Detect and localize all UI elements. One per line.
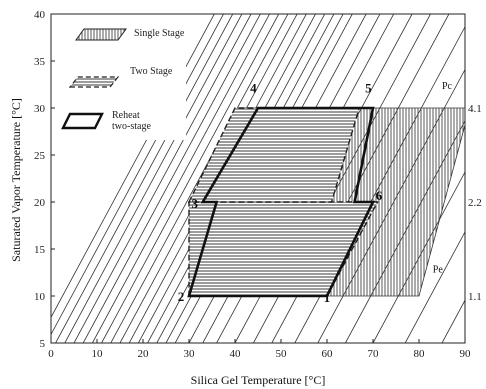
x-axis-ticks: 0 10 20 30 40 50 60 70 80 90	[48, 339, 471, 360]
x-tick-label: 30	[184, 348, 196, 360]
x-tick-label: 80	[414, 348, 426, 360]
right-axis-labels: 4.1 2.2 1.1	[468, 103, 482, 303]
y-tick-label: 10	[34, 291, 46, 303]
legend-label-two-stage: Two Stage	[130, 66, 173, 77]
y-tick-label: 20	[34, 197, 46, 209]
state-point-label: 3	[192, 196, 199, 211]
x-tick-label: 90	[460, 348, 472, 360]
isostere-line	[101, 14, 280, 343]
y-tick-label: 30	[34, 103, 46, 115]
isostere-line	[404, 231, 465, 343]
pressure-label: Pc	[442, 81, 453, 92]
right-axis-label: 4.1	[468, 103, 482, 115]
x-tick-label: 70	[368, 348, 380, 360]
state-point-labels: 2 1 3 6 4 5	[178, 81, 383, 305]
isostere-line	[82, 14, 261, 343]
plot-frame	[50, 13, 466, 344]
x-axis-title: Silica Gel Temperature [°C]	[191, 373, 326, 387]
state-point-label: 4	[250, 81, 257, 96]
y-tick-label: 5	[40, 338, 46, 350]
x-tick-label: 10	[92, 348, 104, 360]
right-axis-label: 2.2	[468, 197, 482, 209]
isostere-line	[55, 14, 234, 343]
y-tick-label: 40	[34, 9, 46, 21]
isostere-line	[73, 14, 252, 343]
state-point-label: 2	[178, 289, 185, 304]
legend-label-single-stage: Single Stage	[134, 28, 185, 39]
legend-label-reheat-line1: Reheat	[112, 110, 140, 121]
x-tick-label: 60	[322, 348, 334, 360]
legend-swatch-two-stage	[68, 76, 120, 88]
legend: Single Stage Two Stage Reheat two-stage	[60, 18, 186, 140]
isostere-line	[64, 14, 243, 343]
legend-swatch-reheat	[61, 112, 104, 130]
y-tick-label: 25	[34, 150, 46, 162]
plot-area	[51, 14, 465, 343]
y-axis-title: Saturated Vapor Temperature [°C]	[9, 98, 23, 262]
state-point-label: 5	[365, 81, 372, 96]
pressure-labels: Pc Pe	[433, 81, 453, 275]
state-point-label: 1	[324, 290, 331, 305]
x-tick-label: 40	[230, 348, 242, 360]
legend-swatch-single-stage	[75, 28, 127, 41]
legend-label-reheat-line2: two-stage	[112, 121, 151, 132]
region-reheat-two-stage	[187, 106, 376, 298]
legend-label-reheat: Reheat two-stage	[112, 110, 151, 132]
state-point-label: 6	[376, 188, 383, 203]
right-axis-label: 1.1	[468, 291, 482, 303]
y-tick-label: 15	[34, 244, 46, 256]
y-axis-ticks: 5 10 15 20 25 30 35 40	[34, 9, 55, 350]
isostere-line	[110, 14, 289, 343]
x-tick-label: 50	[276, 348, 288, 360]
isostere-line	[51, 14, 224, 336]
isostere-line	[92, 14, 270, 343]
x-tick-label: 20	[138, 348, 150, 360]
pressure-label: Pe	[433, 265, 444, 276]
cycle-regions	[187, 106, 465, 298]
x-tick-label: 0	[48, 348, 54, 360]
y-tick-label: 35	[34, 56, 46, 68]
